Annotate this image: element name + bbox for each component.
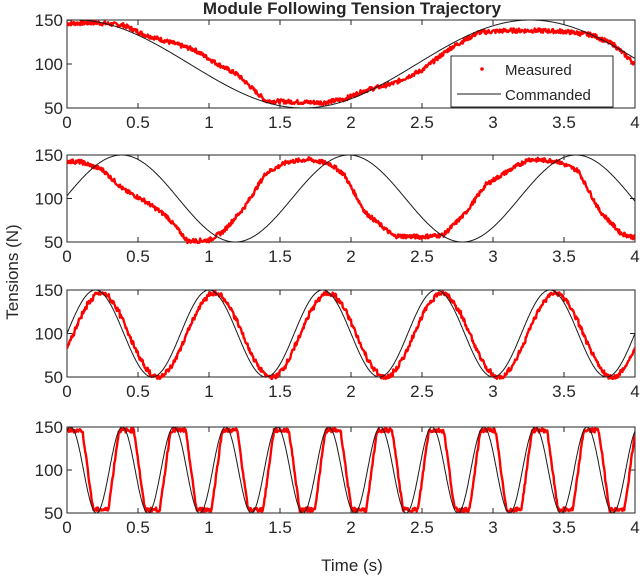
- x-tick-label: 0.5: [126, 247, 150, 266]
- x-tick-label: 0: [62, 382, 71, 401]
- x-tick-label: 3.5: [552, 247, 576, 266]
- x-tick-label: 2.5: [410, 382, 434, 401]
- x-tick-label: 1: [204, 247, 213, 266]
- y-tick-label: 50: [44, 233, 63, 252]
- subplot-4: 0 0.5 1 1.5 2 2.5 3 3.5 4 50 100 150: [35, 418, 640, 537]
- legend: Measured Commanded: [450, 55, 614, 108]
- legend-box: [450, 55, 614, 108]
- y-tick-label: 150: [35, 146, 63, 165]
- x-tick-label: 1: [204, 518, 213, 537]
- x-tick-label: 0: [62, 518, 71, 537]
- x-tick-label: 2: [346, 518, 355, 537]
- x-tick-label: 4: [630, 382, 639, 401]
- commanded-series-line: [67, 289, 635, 378]
- measured-series-line: [67, 427, 635, 513]
- x-tick-label: 2: [346, 113, 355, 132]
- x-tick-label: 3: [488, 382, 497, 401]
- y-tick-label: 150: [35, 11, 63, 30]
- x-tick-label: 4: [630, 113, 639, 132]
- subplot-1: 0 0.5 1 1.5 2 2.5 3 3.5 4 50 100 150: [35, 11, 640, 132]
- x-tick-label: 0: [62, 113, 71, 132]
- commanded-series-line: [67, 154, 635, 243]
- x-tick-label: 0: [62, 247, 71, 266]
- x-tick-label: 3.5: [552, 518, 576, 537]
- y-tick-label: 50: [44, 368, 63, 387]
- y-axis-label: Tensions (N): [3, 224, 22, 319]
- x-tick-label: 1: [204, 382, 213, 401]
- measured-series-line: [67, 156, 635, 245]
- x-tick-label: 1.5: [268, 113, 292, 132]
- y-tick-label: 150: [35, 281, 63, 300]
- y-tick-label: 100: [35, 55, 63, 74]
- x-tick-label: 1: [204, 113, 213, 132]
- x-tick-label: 2: [346, 247, 355, 266]
- x-tick-label: 1.5: [268, 518, 292, 537]
- y-tick-label: 100: [35, 461, 63, 480]
- x-tick-label: 1.5: [268, 382, 292, 401]
- commanded-series-line: [67, 426, 635, 514]
- x-tick-label: 2.5: [410, 113, 434, 132]
- legend-measured-marker: [480, 67, 484, 71]
- x-tick-label: 0.5: [126, 518, 150, 537]
- x-tick-label: 1.5: [268, 247, 292, 266]
- x-tick-label: 3: [488, 518, 497, 537]
- y-tick-label: 100: [35, 325, 63, 344]
- y-tick-label: 150: [35, 418, 63, 437]
- x-tick-label: 2.5: [410, 247, 434, 266]
- x-tick-label: 2.5: [410, 518, 434, 537]
- x-tick-label: 3: [488, 113, 497, 132]
- x-tick-label: 3.5: [552, 382, 576, 401]
- figure-title: Module Following Tension Trajectory: [203, 0, 502, 18]
- x-tick-label: 0.5: [126, 382, 150, 401]
- legend-commanded-label: Commanded: [505, 87, 591, 104]
- x-tick-label: 4: [630, 247, 639, 266]
- y-tick-label: 50: [44, 504, 63, 523]
- x-tick-label: 0.5: [126, 113, 150, 132]
- x-tick-label: 3.5: [552, 113, 576, 132]
- x-tick-label: 4: [630, 518, 639, 537]
- y-tick-label: 100: [35, 190, 63, 209]
- x-tick-label: 3: [488, 247, 497, 266]
- commanded-series-line: [67, 19, 635, 109]
- x-tick-label: 2: [346, 382, 355, 401]
- subplot-2: 0 0.5 1 1.5 2 2.5 3 3.5 4 50 100 150: [35, 146, 640, 266]
- measured-series-line: [67, 290, 635, 380]
- legend-measured-label: Measured: [505, 62, 572, 79]
- x-axis-label: Time (s): [321, 556, 383, 575]
- axes-box: [66, 154, 636, 243]
- measured-series-line: [67, 19, 635, 106]
- y-tick-label: 50: [44, 99, 63, 118]
- subplot-3: 0 0.5 1 1.5 2 2.5 3 3.5 4 50 100 150: [35, 281, 640, 401]
